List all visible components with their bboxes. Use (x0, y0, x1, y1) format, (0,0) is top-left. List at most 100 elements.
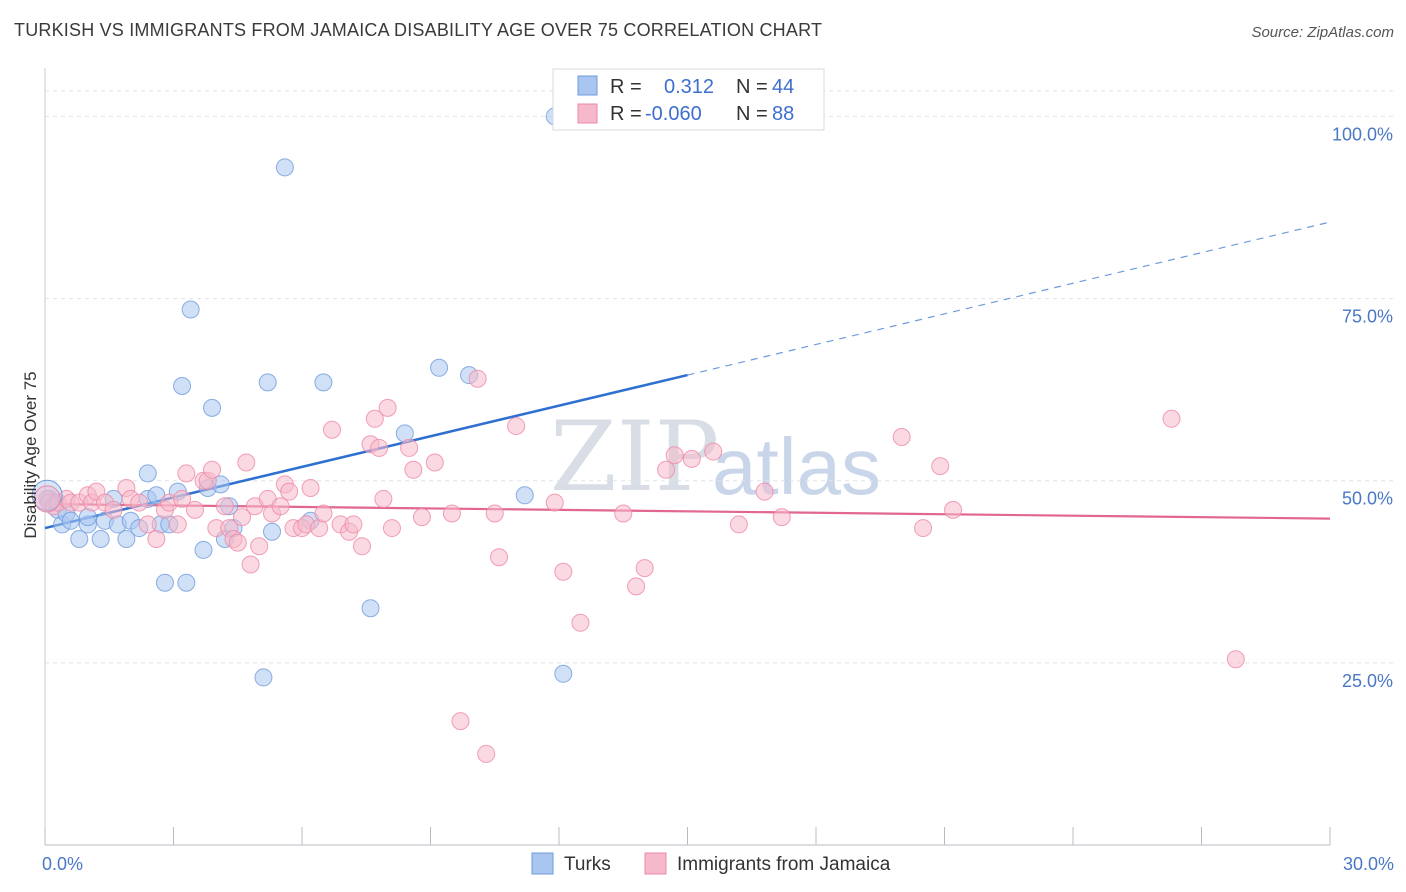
data-point-turks (258, 373, 277, 392)
data-point-turks (361, 599, 380, 618)
bottom-legend-swatch-jamaica (644, 852, 667, 875)
data-point-jamaica (400, 438, 419, 457)
data-point-jamaica (271, 497, 290, 516)
data-point-jamaica (370, 438, 389, 457)
data-point-jamaica (233, 508, 252, 527)
y-tick-label: 50.0% (1342, 489, 1393, 509)
data-point-turks (61, 511, 80, 530)
data-point-jamaica (314, 504, 333, 523)
data-point-jamaica (352, 537, 371, 556)
data-point-jamaica (442, 504, 461, 523)
data-point-turks (177, 573, 196, 592)
data-point-jamaica (477, 744, 496, 763)
data-point-jamaica (104, 500, 123, 519)
data-point-jamaica (412, 508, 431, 527)
data-point-jamaica (404, 460, 423, 479)
legend-r-label-1: R = (610, 76, 642, 98)
legend-n-label-1: N = (736, 76, 768, 98)
legend-swatch-jamaica (577, 103, 598, 124)
x-tick-label-min: 0.0% (42, 854, 83, 874)
data-points (31, 107, 1245, 763)
data-point-jamaica (382, 519, 401, 538)
data-point-turks (314, 373, 333, 392)
data-point-jamaica (130, 493, 149, 512)
data-point-jamaica (468, 369, 487, 388)
data-point-jamaica (378, 398, 397, 417)
data-point-turks (515, 486, 534, 505)
data-point-turks (173, 377, 192, 395)
y-tick-label: 100.0% (1332, 124, 1393, 144)
data-point-jamaica (614, 504, 633, 523)
data-point-jamaica (280, 482, 299, 501)
data-point-jamaica (507, 417, 526, 436)
data-point-turks (181, 300, 200, 319)
data-point-turks (138, 464, 157, 483)
data-point-jamaica (944, 500, 963, 519)
data-point-jamaica (772, 508, 791, 527)
data-point-turks (275, 158, 294, 177)
data-point-jamaica (451, 712, 470, 731)
data-point-turks (70, 530, 89, 548)
axes: 25.0% 50.0% 75.0% 100.0% 0.0% 30.0% (42, 68, 1394, 874)
data-point-jamaica (704, 442, 723, 461)
data-point-jamaica (657, 460, 676, 479)
data-point-jamaica (147, 530, 166, 548)
data-point-turks (91, 530, 110, 548)
legend-n-value-2: 88 (772, 103, 794, 125)
data-point-jamaica (374, 489, 393, 508)
y-axis-label: Disability Age Over 75 (21, 371, 40, 538)
watermark-atlas: atlas (712, 422, 881, 511)
data-point-jamaica (173, 489, 192, 508)
y-tick-label: 25.0% (1342, 671, 1393, 691)
chart-title: TURKISH VS IMMIGRANTS FROM JAMAICA DISAB… (14, 20, 823, 40)
data-point-jamaica (1162, 409, 1181, 428)
data-point-jamaica (665, 446, 684, 465)
data-point-jamaica (365, 409, 384, 428)
data-point-jamaica (185, 500, 204, 519)
bottom-legend-swatch-turks (531, 852, 554, 875)
data-point-jamaica (177, 464, 196, 483)
legend-n-label-2: N = (736, 103, 768, 125)
x-tick-label-max: 30.0% (1343, 854, 1394, 874)
data-point-turks (155, 573, 174, 592)
data-point-jamaica (1226, 650, 1245, 669)
legend-swatch-turks (577, 75, 598, 96)
data-point-jamaica (228, 533, 247, 552)
data-point-turks (554, 664, 573, 683)
data-point-jamaica (682, 449, 701, 468)
data-point-turks (203, 398, 222, 417)
data-point-jamaica (755, 482, 774, 501)
y-tick-label: 75.0% (1342, 307, 1393, 327)
legend-r-value-1: 0.312 (664, 76, 714, 98)
data-point-jamaica (425, 453, 444, 472)
series-legend: Turks Immigrants from Jamaica (531, 852, 891, 875)
legend-r-value-2: -0.060 (645, 103, 702, 125)
data-point-jamaica (203, 460, 222, 479)
data-point-jamaica (490, 548, 509, 567)
data-point-jamaica (545, 493, 564, 512)
data-point-jamaica (729, 515, 748, 534)
data-point-jamaica (892, 428, 911, 446)
data-point-jamaica (241, 555, 260, 574)
data-point-turks (430, 358, 449, 377)
bottom-legend-label-jamaica: Immigrants from Jamaica (677, 854, 891, 875)
legend-r-label-2: R = (610, 103, 642, 125)
data-point-jamaica (554, 562, 573, 581)
data-point-jamaica (627, 577, 646, 596)
data-point-jamaica (485, 504, 504, 523)
data-point-turks (254, 668, 273, 687)
chart-source: Source: ZipAtlas.com (1251, 24, 1394, 41)
data-point-turks (117, 530, 136, 548)
data-point-jamaica (215, 497, 234, 516)
data-point-jamaica (914, 519, 933, 538)
data-point-jamaica (931, 457, 950, 476)
data-point-jamaica (301, 479, 320, 497)
data-point-jamaica (322, 420, 341, 439)
data-point-jamaica (250, 537, 269, 556)
data-point-jamaica (237, 453, 256, 472)
grid-lines (45, 90, 1395, 664)
data-point-jamaica (344, 515, 363, 534)
data-point-turks (194, 540, 213, 559)
legend-n-value-1: 44 (772, 76, 794, 98)
